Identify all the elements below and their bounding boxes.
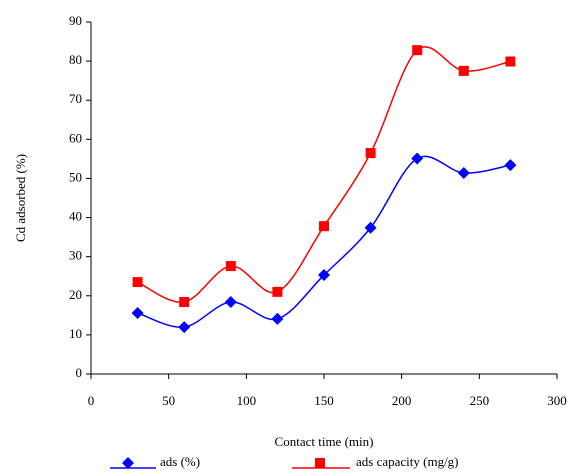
y-tick-label: 10	[69, 326, 82, 341]
marker	[318, 269, 330, 282]
y-tick-label: 60	[69, 130, 82, 145]
y-tick-label: 80	[69, 52, 82, 67]
marker	[458, 65, 469, 76]
marker	[131, 306, 144, 319]
x-tick-label: 300	[547, 393, 567, 408]
marker	[132, 277, 143, 288]
marker	[319, 221, 329, 232]
marker	[179, 297, 190, 308]
x-tick-label: 250	[470, 393, 490, 408]
x-axis-label: Contact time (min)	[275, 434, 374, 449]
y-tick-label: 90	[69, 13, 82, 28]
y-tick-label: 20	[69, 287, 82, 302]
marker	[225, 261, 236, 272]
x-tick-label: 150	[314, 393, 334, 408]
marker	[505, 56, 516, 67]
legend-marker	[315, 458, 325, 468]
legend-label: ads (%)	[160, 454, 200, 469]
y-tick-label: 30	[69, 248, 82, 263]
y-tick-label: 0	[76, 365, 83, 380]
y-tick-label: 40	[69, 209, 82, 224]
y-tick-label: 70	[69, 91, 82, 106]
series-line	[137, 46, 511, 303]
marker	[365, 148, 376, 159]
legend-marker	[122, 457, 134, 469]
marker	[412, 45, 423, 56]
x-tick-label: 50	[162, 393, 175, 408]
y-axis-label: Cd adsorbed (%)	[13, 154, 28, 242]
marker	[457, 166, 470, 179]
marker	[411, 152, 424, 165]
y-tick-label: 50	[69, 169, 82, 184]
series-line	[137, 155, 511, 328]
x-tick-label: 0	[88, 393, 95, 408]
x-tick-label: 200	[392, 393, 412, 408]
legend-label: ads capacity (mg/g)	[356, 454, 459, 469]
marker	[224, 296, 237, 309]
marker	[272, 286, 283, 297]
marker	[504, 159, 517, 172]
marker	[364, 221, 377, 234]
marker	[271, 312, 284, 325]
marker	[178, 321, 191, 334]
x-tick-label: 100	[237, 393, 257, 408]
